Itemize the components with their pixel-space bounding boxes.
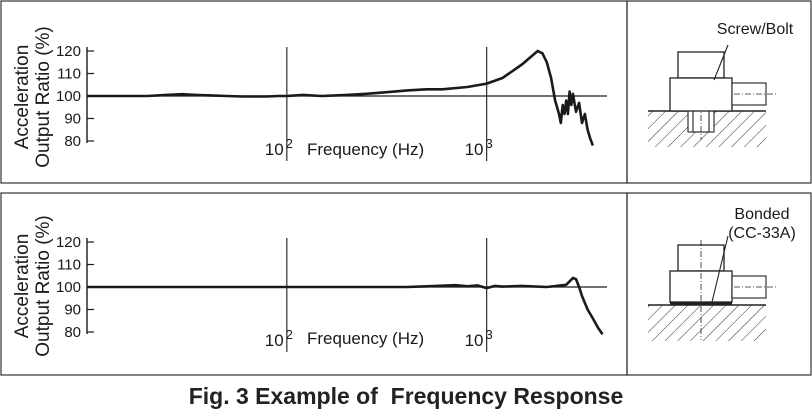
diagram-label-line1: Bonded (734, 206, 789, 223)
panel-bonded: Acceleration Output Ratio (%) 80 90 100 110… (0, 192, 812, 376)
y-tick-label: 90 (64, 111, 81, 128)
y-tick-label: 120 (56, 234, 81, 251)
diagram-label: Screw/Bolt (717, 21, 794, 38)
series-line-response (87, 276, 604, 336)
y-axis-label: Acceleration Output Ratio (%) (12, 215, 54, 357)
diagram-frame (626, 0, 812, 184)
y-axis-label-line2: Output Ratio (%) (33, 215, 54, 357)
y-tick-label: 100 (56, 279, 81, 296)
y-axis-label: Acceleration Output Ratio (%) (12, 26, 54, 168)
y-tick-label: 90 (64, 302, 81, 319)
sensor-body (669, 77, 733, 112)
mounting-diagram-bonded: Bonded (CC-33A) (648, 206, 796, 341)
y-tick-label: 110 (57, 257, 81, 274)
y-axis-label-line1: Acceleration (12, 234, 33, 339)
y-tick-label: 120 (56, 43, 81, 60)
y-tick-label: 80 (64, 324, 81, 341)
diagram-label-line2: (CC-33A) (728, 225, 796, 242)
y-tick-label: 110 (57, 66, 81, 83)
x-tick-label: 10 3 (465, 136, 493, 159)
x-tick-label: 10 3 (465, 327, 493, 350)
panel-screw-bolt: Acceleration Output Ratio (%) 80 90 100 110… (0, 0, 812, 184)
sensor-cap (677, 51, 725, 79)
figure-svg: Acceleration Output Ratio (%) 80 90 100 110… (0, 0, 812, 376)
x-tick-label: 10 2 (265, 327, 293, 350)
diagram-frame (626, 192, 812, 376)
base-hatching (648, 305, 766, 341)
x-axis-label: Frequency (Hz) (307, 140, 424, 159)
series-line-response (87, 49, 595, 146)
x-axis-label: Frequency (Hz) (307, 329, 424, 348)
leader-line (713, 44, 729, 81)
y-tick-label: 80 (64, 133, 81, 150)
leader-line (711, 235, 729, 303)
figure-caption: Fig. 3 Example of Frequency Response (188, 383, 624, 409)
y-axis-label-line2: Output Ratio (%) (33, 26, 54, 168)
mounting-diagram-screw-bolt: Screw/Bolt (648, 21, 794, 147)
y-tick-label: 100 (56, 88, 81, 105)
y-axis-label-line1: Acceleration (12, 45, 33, 150)
x-tick-label: 10 2 (265, 136, 293, 159)
